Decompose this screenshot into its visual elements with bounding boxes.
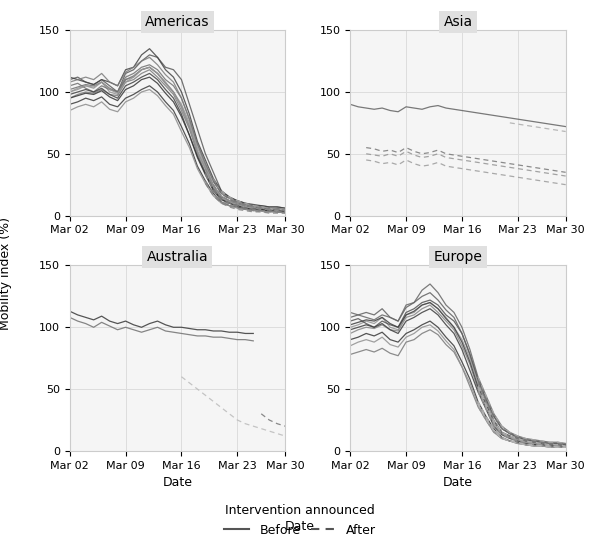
Title: Europe: Europe [434,250,482,264]
X-axis label: Date: Date [163,476,193,489]
Text: Mobility index (%): Mobility index (%) [0,218,13,330]
Text: Date: Date [285,520,315,533]
Title: Asia: Asia [443,15,473,29]
X-axis label: Date: Date [443,476,473,489]
Title: Australia: Australia [146,250,208,264]
Legend: Before, After: Before, After [220,499,380,542]
Title: Americas: Americas [145,15,210,29]
